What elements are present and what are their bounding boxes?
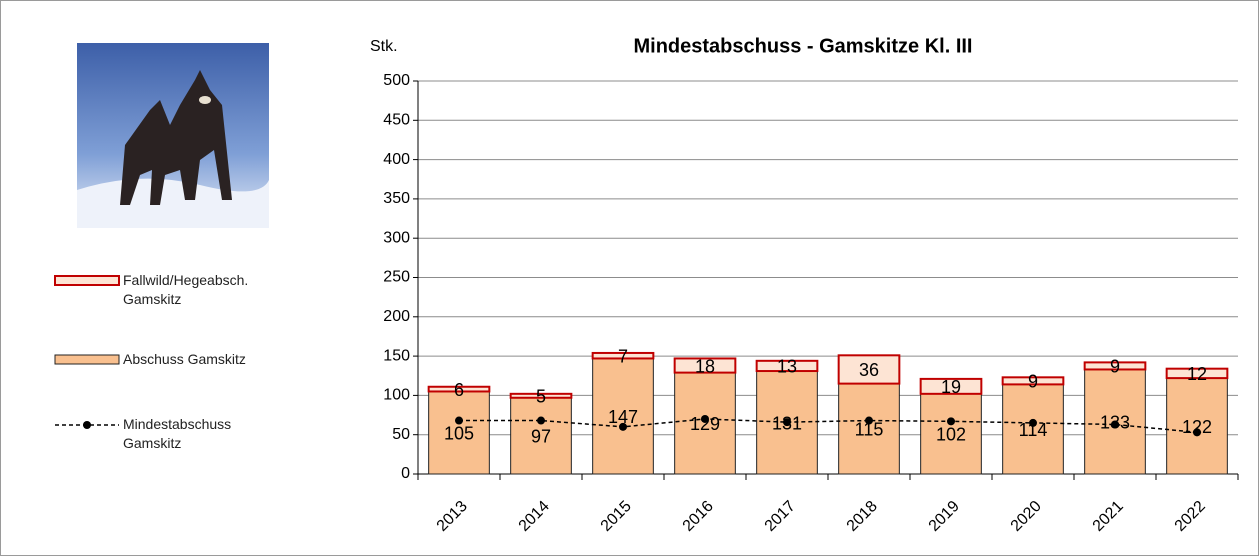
y-tick-label: 250 bbox=[383, 269, 410, 286]
y-tick-label: 100 bbox=[383, 387, 410, 404]
line-marker bbox=[1193, 428, 1201, 436]
value-label: 97 bbox=[531, 427, 551, 447]
value-label: 6 bbox=[454, 380, 464, 400]
chart-title: Mindestabschuss - Gamskitze Kl. III bbox=[634, 35, 973, 57]
x-tick-label: 2014 bbox=[516, 498, 553, 535]
value-label: 5 bbox=[536, 387, 546, 407]
x-tick-label: 2015 bbox=[598, 498, 635, 535]
x-tick-label: 2019 bbox=[926, 498, 963, 535]
value-label: 36 bbox=[859, 360, 879, 380]
line-marker bbox=[701, 415, 709, 423]
value-label: 105 bbox=[444, 423, 474, 443]
x-tick-label: 2018 bbox=[844, 498, 881, 535]
x-tick-label: 2016 bbox=[680, 498, 717, 535]
y-axis-label: Stk. bbox=[370, 38, 398, 55]
photo bbox=[77, 43, 269, 228]
legend-swatch bbox=[55, 355, 119, 364]
line-marker bbox=[619, 423, 627, 431]
line-marker bbox=[1029, 419, 1037, 427]
value-label: 18 bbox=[695, 356, 715, 376]
x-tick-label: 2021 bbox=[1090, 498, 1127, 535]
line-marker bbox=[455, 417, 463, 425]
y-tick-label: 50 bbox=[392, 426, 410, 443]
value-label: 9 bbox=[1110, 357, 1120, 377]
legend-swatch bbox=[55, 276, 119, 285]
line-marker bbox=[947, 417, 955, 425]
value-label: 19 bbox=[941, 377, 961, 397]
y-tick-label: 450 bbox=[383, 112, 410, 129]
y-tick-label: 400 bbox=[383, 151, 410, 168]
legend-label: Abschuss Gamskitz bbox=[123, 350, 273, 369]
value-label: 102 bbox=[936, 425, 966, 445]
line-marker bbox=[783, 418, 791, 426]
value-label: 13 bbox=[777, 357, 797, 377]
legend-marker bbox=[83, 421, 91, 429]
y-tick-label: 0 bbox=[401, 465, 410, 482]
x-tick-label: 2022 bbox=[1172, 498, 1209, 535]
line-marker bbox=[1111, 420, 1119, 428]
legend-label: Mindestabschuss Gamskitz bbox=[123, 415, 273, 453]
x-tick-label: 2017 bbox=[762, 498, 799, 535]
line-marker bbox=[865, 417, 873, 425]
y-tick-label: 300 bbox=[383, 229, 410, 246]
y-tick-label: 150 bbox=[383, 347, 410, 364]
x-tick-label: 2013 bbox=[434, 498, 471, 535]
value-label: 12 bbox=[1187, 364, 1207, 384]
line-marker bbox=[537, 417, 545, 425]
value-label: 9 bbox=[1028, 372, 1038, 392]
x-tick-label: 2020 bbox=[1008, 498, 1045, 535]
y-tick-label: 500 bbox=[383, 72, 410, 89]
y-tick-label: 200 bbox=[383, 308, 410, 325]
legend-label: Fallwild/Hegeabsch. Gamskitz bbox=[123, 271, 273, 309]
page: Stk. Mindestabschuss - Gamskitze Kl. III… bbox=[0, 0, 1259, 556]
y-tick-label: 350 bbox=[383, 190, 410, 207]
value-label: 7 bbox=[618, 346, 628, 366]
